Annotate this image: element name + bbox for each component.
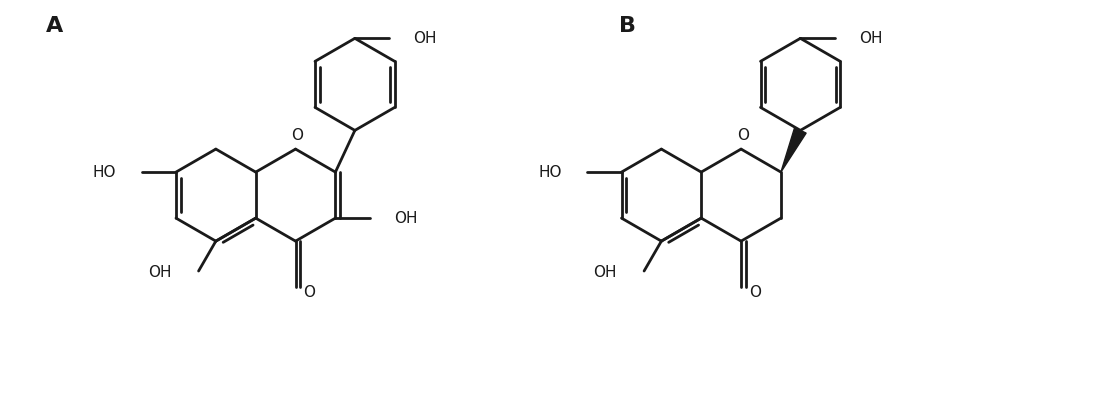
Text: HO: HO — [92, 164, 116, 180]
Text: OH: OH — [148, 266, 171, 280]
Polygon shape — [781, 128, 806, 172]
Text: OH: OH — [859, 31, 883, 46]
Text: O: O — [292, 128, 304, 143]
Text: OH: OH — [394, 211, 417, 226]
Text: B: B — [619, 16, 636, 36]
Text: O: O — [737, 128, 749, 143]
Text: OH: OH — [414, 31, 437, 46]
Text: O: O — [749, 284, 761, 300]
Text: O: O — [303, 284, 315, 300]
Text: HO: HO — [539, 164, 562, 180]
Text: A: A — [46, 16, 63, 36]
Text: OH: OH — [593, 266, 617, 280]
